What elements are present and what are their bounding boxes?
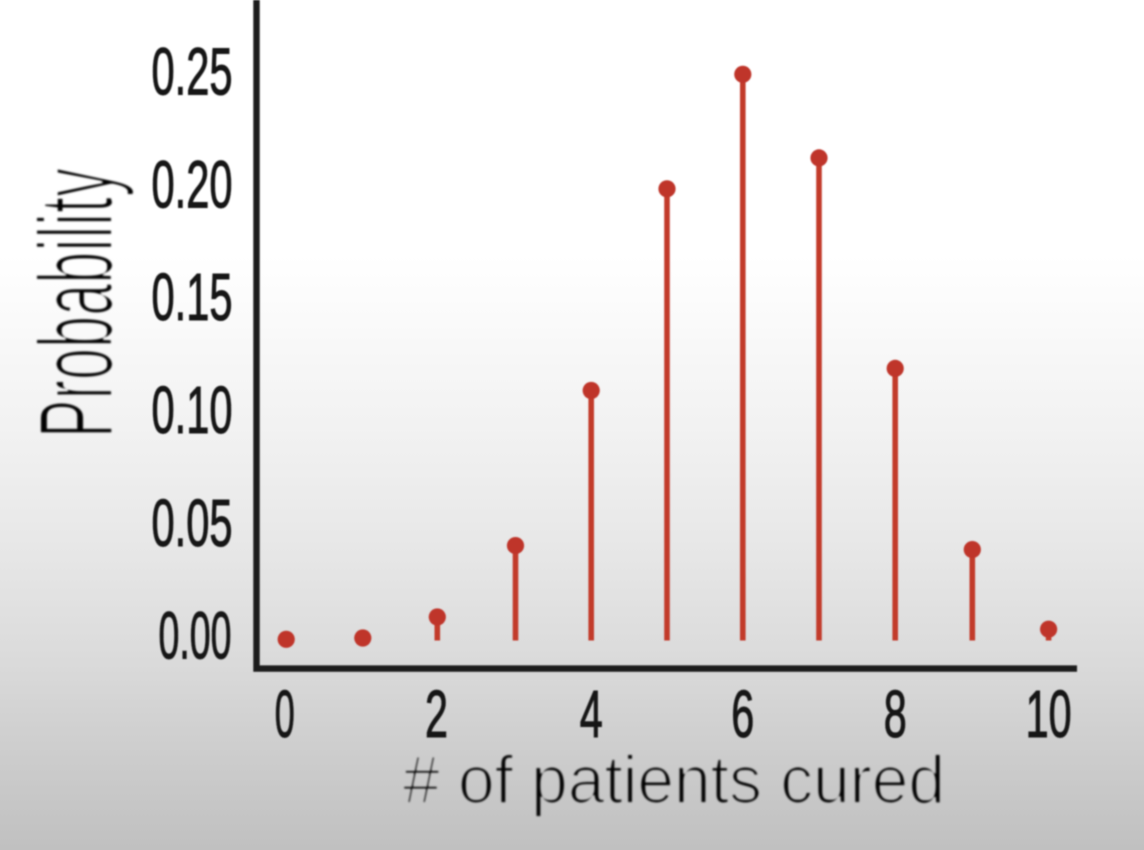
svg-text:8: 8 [884,677,907,752]
svg-text:# of patients cured: # of patients cured [403,742,945,818]
svg-text:0.10: 0.10 [152,373,233,448]
svg-text:0.00: 0.00 [159,599,232,674]
svg-text:0: 0 [275,677,295,752]
svg-text:4: 4 [580,677,603,752]
svg-text:2: 2 [425,677,448,752]
svg-text:0.20: 0.20 [152,147,233,222]
svg-text:Probability: Probability [18,168,135,438]
svg-text:10: 10 [1026,677,1072,752]
svg-text:6: 6 [731,677,754,752]
svg-text:0.15: 0.15 [152,260,233,335]
svg-text:0.25: 0.25 [152,35,233,110]
svg-text:0.05: 0.05 [152,486,233,561]
